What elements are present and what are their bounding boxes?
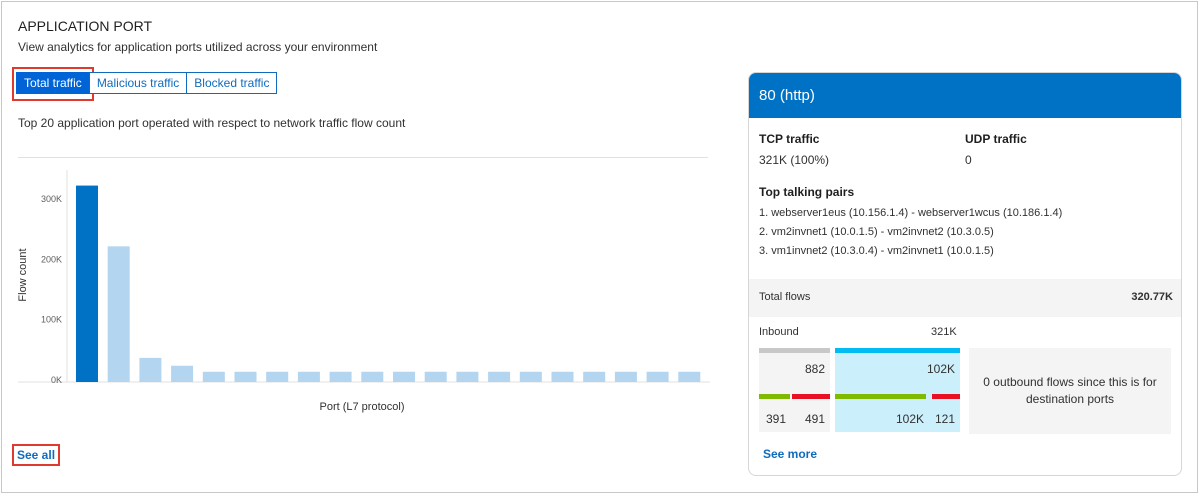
inbound-box-1: 882 391 491 <box>759 348 830 432</box>
chart-description: Top 20 application port operated with re… <box>18 116 406 130</box>
port-chart: 0K 100K 200K 300K Flow count Port (L7 proto… <box>17 170 710 413</box>
bar-18[interactable] <box>614 371 637 382</box>
tcp-value: 321K (100%) <box>759 153 830 167</box>
bar-11[interactable] <box>393 371 415 382</box>
page-subtitle: View analytics for application ports uti… <box>18 40 378 54</box>
y-tick-label: 100K <box>41 315 62 325</box>
box2-top: 102K <box>926 362 955 376</box>
total-flows-row: Total flows 320.77K <box>749 279 1181 317</box>
pairs-list: 1. webserver1eus (10.156.1.4) - webserve… <box>759 207 1062 264</box>
bar-red <box>932 394 960 399</box>
box1-left: 391 <box>766 412 787 426</box>
bar-13[interactable] <box>456 371 479 382</box>
traffic-tabs: Total traffic Malicious traffic Blocked … <box>16 72 278 94</box>
bar-green <box>835 394 926 399</box>
udp-value: 0 <box>965 153 972 167</box>
y-axis-label: Flow count <box>17 248 29 301</box>
udp-label: UDP traffic <box>965 132 1027 146</box>
bar-14[interactable] <box>488 371 511 382</box>
port-title: 80 (http) <box>749 73 1181 118</box>
bar-5[interactable] <box>202 371 225 382</box>
bar-gray <box>759 348 830 353</box>
x-axis-label: Port (L7 protocol) <box>320 401 405 413</box>
bar-cyan <box>835 348 960 353</box>
bar-2[interactable] <box>107 246 130 382</box>
port-detail-card: 80 (http) TCP traffic 321K (100%) UDP tr… <box>748 72 1182 476</box>
tab-total-traffic[interactable]: Total traffic <box>16 72 90 94</box>
outbound-note: 0 outbound flows since this is for desti… <box>969 348 1171 434</box>
tcp-label: TCP traffic <box>759 132 820 146</box>
bar-green <box>759 394 790 399</box>
see-more-link[interactable]: See more <box>763 447 818 461</box>
inbound-box-2: 102K 102K 121 <box>835 348 960 432</box>
inbound-label: Inbound <box>759 326 799 338</box>
tab-malicious-traffic[interactable]: Malicious traffic <box>88 72 188 94</box>
bar-9[interactable] <box>329 371 352 382</box>
bar-3[interactable] <box>139 357 162 382</box>
y-tick-label: 0K <box>51 375 62 385</box>
y-tick-label: 300K <box>41 194 62 204</box>
box1-top: 882 <box>804 362 825 376</box>
bar-17[interactable] <box>583 371 606 382</box>
bar-16[interactable] <box>551 371 574 382</box>
tab-blocked-traffic[interactable]: Blocked traffic <box>186 72 278 94</box>
total-flows-label: Total flows <box>759 291 811 303</box>
bar-red <box>792 394 830 399</box>
inbound-value: 321K <box>931 326 957 338</box>
bar-7[interactable] <box>266 371 289 382</box>
bar-19[interactable] <box>646 371 669 382</box>
box1-right: 491 <box>804 412 825 426</box>
total-flows-value: 320.77K <box>1131 291 1173 303</box>
bar-8[interactable] <box>297 371 320 382</box>
pair-item: 2. vm2invnet1 (10.0.1.5) - vm2invnet2 (1… <box>759 226 994 238</box>
box2-right: 121 <box>934 412 955 426</box>
y-tick-label: 200K <box>41 254 62 264</box>
divider <box>18 157 708 158</box>
pair-item: 3. vm1invnet2 (10.3.0.4) - vm2invnet1 (1… <box>759 245 994 257</box>
bar-4[interactable] <box>171 365 194 382</box>
page-title: APPLICATION PORT <box>18 18 153 34</box>
pairs-label: Top talking pairs <box>759 185 855 199</box>
pair-item: 1. webserver1eus (10.156.1.4) - webserve… <box>759 207 1063 219</box>
bar-20[interactable] <box>678 371 701 382</box>
bar-12[interactable] <box>424 371 447 382</box>
bar-1[interactable] <box>76 185 98 382</box>
bar-6[interactable] <box>234 371 257 382</box>
see-all-link[interactable]: See all <box>12 444 61 466</box>
bar-10[interactable] <box>361 371 384 382</box>
bar-15[interactable] <box>519 371 542 382</box>
box2-left: 102K <box>895 412 924 426</box>
